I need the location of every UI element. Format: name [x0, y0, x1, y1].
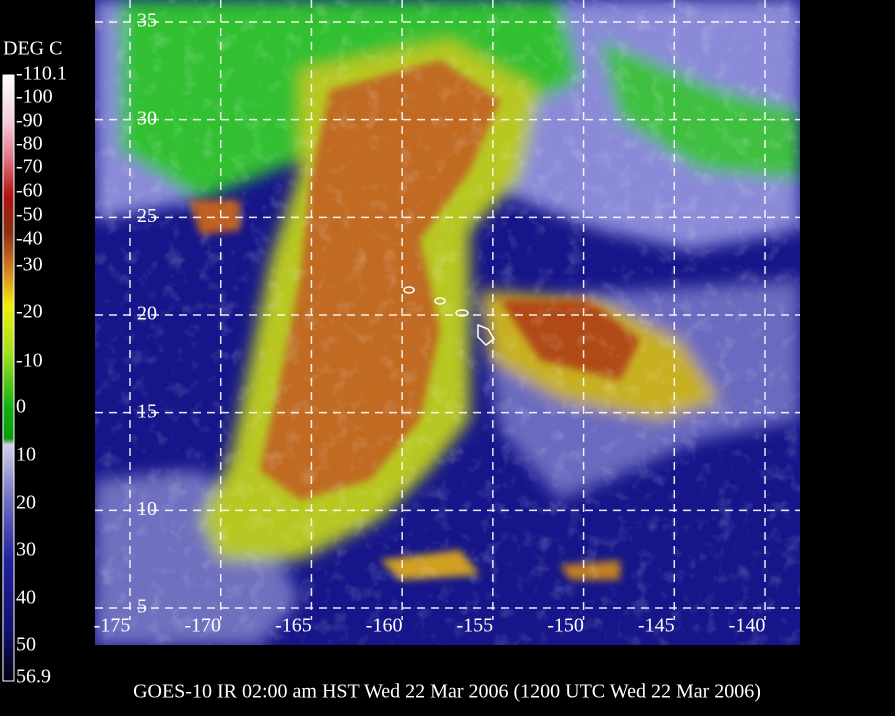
colorbar-label: 0 — [16, 396, 26, 418]
colorbar-label: -90 — [16, 110, 43, 132]
colorbar-label: -80 — [16, 133, 43, 155]
longitude-label: -175 — [94, 615, 131, 637]
texture — [95, 0, 800, 645]
longitude-label: -160 — [366, 615, 403, 637]
latitude-label: 35 — [137, 10, 157, 32]
latitude-label: 20 — [137, 303, 157, 325]
colorbar-label: -50 — [16, 204, 43, 226]
colorbar-label: -40 — [16, 228, 43, 250]
colorbar-label: -30 — [16, 254, 43, 276]
latitude-label: 5 — [137, 596, 147, 618]
longitude-label: -165 — [275, 615, 312, 637]
longitude-label: -170 — [184, 615, 221, 637]
colorbar-label: -20 — [16, 301, 43, 323]
island — [455, 309, 469, 317]
latitude-label: 15 — [137, 400, 157, 422]
colorbar-label: 20 — [16, 492, 36, 514]
colorbar-label: -60 — [16, 180, 43, 202]
latitude-label: 25 — [137, 205, 157, 227]
island — [403, 286, 415, 294]
latitude-label: 30 — [137, 107, 157, 129]
colorbar-label: 56.9 — [16, 666, 51, 688]
ir-imagery — [95, 0, 800, 645]
colorbar-label: 30 — [16, 539, 36, 561]
longitude-label: -155 — [457, 615, 494, 637]
longitude-label: -150 — [547, 615, 584, 637]
island — [434, 297, 446, 305]
colorbar — [2, 74, 15, 682]
longitude-label: -145 — [638, 615, 675, 637]
colorbar-label: -110.1 — [16, 63, 67, 85]
colorbar-label: 10 — [16, 444, 36, 466]
islands — [403, 286, 495, 346]
graticule — [95, 0, 800, 620]
latitude-label: 10 — [137, 498, 157, 520]
colorbar-label: -10 — [16, 350, 43, 372]
caption: GOES-10 IR 02:00 am HST Wed 22 Mar 2006 … — [133, 681, 761, 703]
longitude-label: -140 — [729, 615, 766, 637]
colorbar-label: 50 — [16, 634, 36, 656]
colorbar-label: -70 — [16, 156, 43, 178]
island — [477, 323, 495, 346]
colorbar-label: 40 — [16, 587, 36, 609]
colorbar-label: -100 — [16, 86, 53, 108]
colorbar-title: DEG C — [3, 38, 62, 60]
